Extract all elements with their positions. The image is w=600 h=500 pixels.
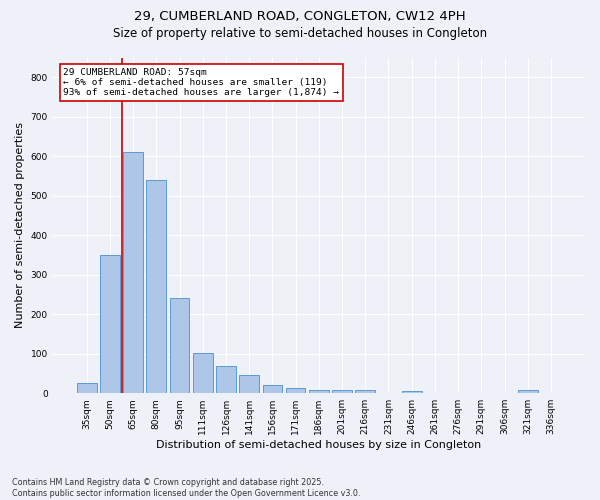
Bar (170, 298, 190, 393)
Text: 29, CUMBERLAND ROAD, CONGLETON, CW12 4PH: 29, CUMBERLAND ROAD, CONGLETON, CW12 4PH (134, 10, 466, 23)
Bar (100, 255, 120, 393)
Text: Size of property relative to semi-detached houses in Congleton: Size of property relative to semi-detach… (113, 28, 487, 40)
Bar (402, 391, 422, 393)
Bar (77, 382, 97, 393)
Bar (518, 390, 538, 393)
Bar (309, 390, 329, 393)
Bar (286, 388, 305, 393)
Bar (239, 374, 259, 393)
Bar (332, 390, 352, 393)
Text: Contains HM Land Registry data © Crown copyright and database right 2025.
Contai: Contains HM Land Registry data © Crown c… (12, 478, 361, 498)
X-axis label: Distribution of semi-detached houses by size in Congleton: Distribution of semi-detached houses by … (156, 440, 481, 450)
Bar (355, 390, 375, 393)
Bar (193, 352, 212, 393)
Text: 29 CUMBERLAND ROAD: 57sqm
← 6% of semi-detached houses are smaller (119)
93% of : 29 CUMBERLAND ROAD: 57sqm ← 6% of semi-d… (64, 68, 340, 98)
Bar (123, 152, 143, 393)
Y-axis label: Number of semi-detached properties: Number of semi-detached properties (15, 122, 25, 328)
Bar (146, 180, 166, 393)
Bar (263, 386, 282, 393)
Bar (216, 366, 236, 393)
